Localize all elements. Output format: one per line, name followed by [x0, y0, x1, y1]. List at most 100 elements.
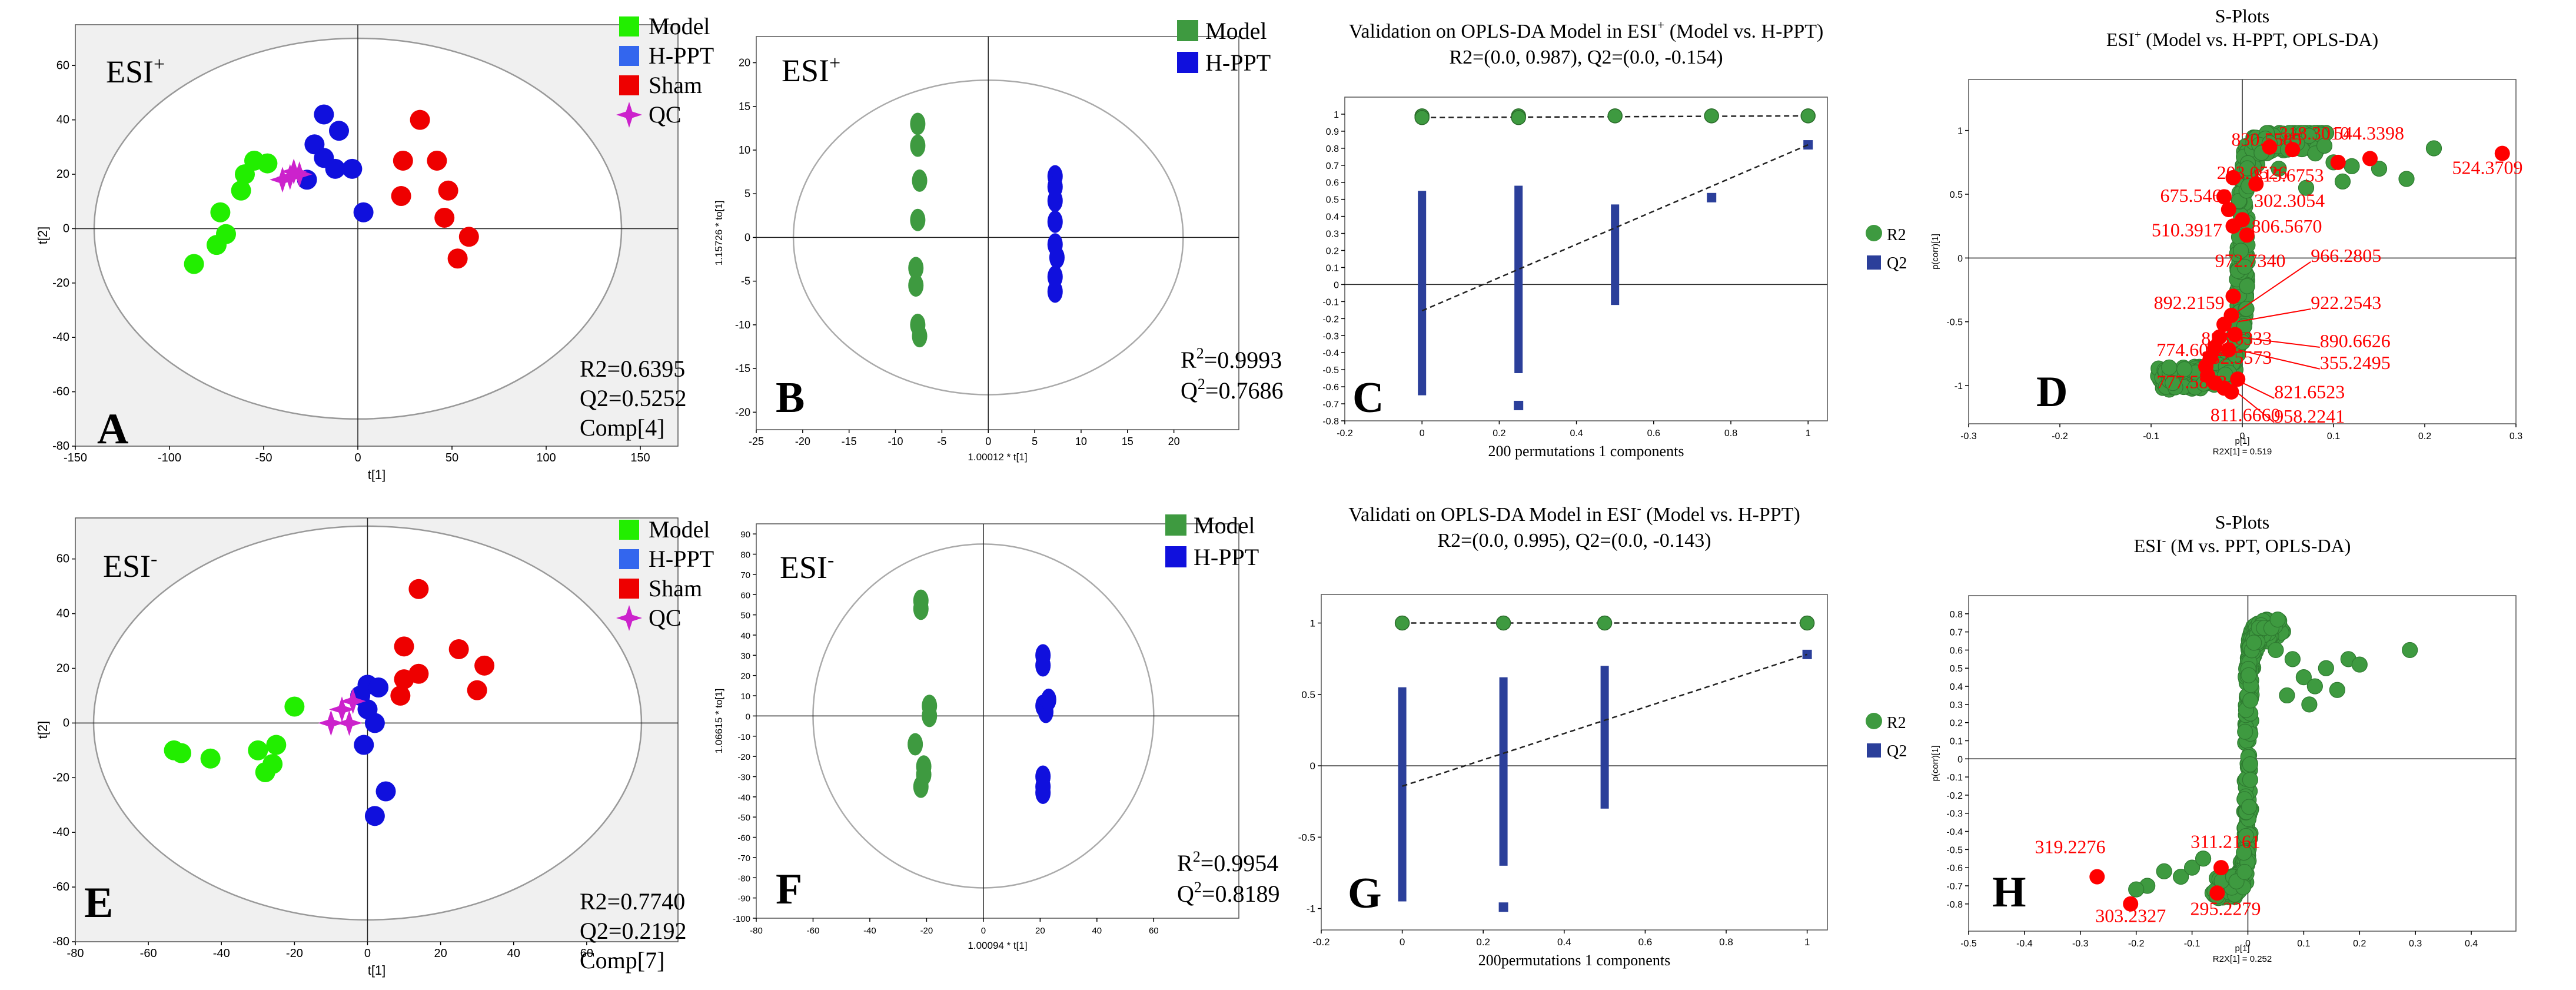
chart-subtitle-part: ESI: [2106, 29, 2135, 50]
significant-variable-point: [2216, 317, 2232, 332]
opls-plot-B: -25 -20 -15 -10 -5 0 5 10 15 20 -20 -15 -10 -5 0 5 10 15 2…: [713, 18, 1283, 463]
y-tick-label: 0.5: [1950, 664, 1963, 674]
y-axis-label: t[2]: [35, 227, 50, 245]
y-tick-label: -0.5: [1946, 845, 1963, 855]
significant-variable-point: [2362, 151, 2378, 167]
ionization-tag-sign: +: [829, 52, 840, 74]
variable-point: [2176, 361, 2193, 377]
x-tick-label: 100: [536, 451, 556, 464]
significant-variable-point: [2227, 327, 2243, 343]
legend-marker-r2: [1866, 225, 1882, 241]
variable-label: 815.6753: [2253, 164, 2324, 185]
x-tick-label: 10: [1075, 436, 1087, 447]
variable-point: [2237, 723, 2253, 740]
y-tick-label: 20: [56, 168, 69, 181]
qc-point: [277, 164, 303, 190]
variable-label: 302.3054: [2254, 190, 2325, 211]
statistic-exponent: 2: [1193, 848, 1201, 865]
x-tick-label: 0.4: [2465, 939, 2478, 949]
significant-variable-point: [2123, 896, 2139, 912]
statistic-value: =0.7686: [1205, 377, 1284, 404]
y-tick-label: -0.6: [1946, 863, 1963, 873]
sham-point: [408, 663, 429, 684]
x-tick-label: -0.2: [1337, 428, 1353, 438]
score-plot-E: -80 -60 -40 -20 0 20 40 60 -80 -60 -40 -20 0 20 40 60 t[…: [35, 516, 714, 978]
ionization-tag-sign: -: [151, 548, 157, 570]
ionization-tag: ESI+: [782, 52, 840, 88]
variable-label: 295.2279: [2191, 898, 2261, 919]
label-leader-line: [2238, 349, 2320, 370]
chart-title: Validati on OPLS-DA Model in ESI- (Model…: [1348, 501, 1800, 526]
significant-variable-point: [2262, 139, 2278, 155]
y-tick-label: -40: [52, 826, 69, 839]
x-tick-label: 0.2: [1493, 428, 1505, 438]
significant-variable-point: [2221, 202, 2236, 217]
x-tick-label: 0.2: [2353, 939, 2366, 949]
y-tick-label: 1: [1310, 618, 1315, 629]
y-tick-label: -0.5: [1298, 832, 1315, 843]
variable-point: [2269, 612, 2286, 628]
variable-point: [2241, 799, 2258, 815]
ionization-tag: ESI-: [103, 548, 157, 584]
h-ppt-point: [354, 735, 374, 755]
x-tick-label: 60: [580, 947, 593, 960]
h-ppt-point: [1047, 280, 1063, 303]
y-tick-label: 0.5: [1950, 190, 1963, 200]
x-axis-label: p[1]: [2235, 436, 2249, 446]
y-tick-label: -0.8: [1322, 417, 1339, 427]
statistic-exponent: 2: [1198, 376, 1205, 393]
model-statistic: Q2=0.7686: [1181, 376, 1283, 404]
y-tick-label: 15: [739, 101, 750, 112]
variable-label: 774.6042: [2156, 339, 2227, 360]
variable-label: 675.5469: [2160, 185, 2231, 206]
h-ppt-point: [1035, 781, 1051, 804]
model-point: [910, 112, 926, 135]
y-tick-label: -0.5: [1946, 318, 1963, 328]
chart-subtitle-part: -: [2162, 534, 2166, 547]
variable-point: [2329, 682, 2345, 698]
y-tick-label: 90: [740, 530, 750, 540]
y-tick-label: -15: [735, 363, 750, 374]
statistic-value: =0.8189: [1202, 881, 1280, 907]
variable-label: 806.5670: [2252, 215, 2322, 237]
r2-point: [1607, 108, 1623, 124]
sham-point: [427, 150, 447, 171]
x-tick-label: 0.1: [2297, 939, 2310, 949]
y-tick-label: -20: [52, 277, 69, 290]
q2-permutation-column: [1418, 191, 1427, 396]
q2-permutation-column: [1611, 204, 1620, 305]
x-tick-label: -80: [67, 947, 84, 960]
x-tick-label: -0.4: [2016, 939, 2033, 949]
sham-point: [394, 636, 414, 657]
x-axis-label: p[1]: [2235, 944, 2249, 954]
model-statistic: R2=0.9954: [1177, 848, 1278, 876]
y-tick-label: 1: [1334, 110, 1339, 120]
x-tick-label: 50: [446, 451, 458, 464]
x-tick-label: -20: [286, 947, 303, 960]
legend-label: Model: [1205, 18, 1267, 44]
significant-variable-point: [2239, 227, 2255, 243]
y-tick-label: 0.1: [1326, 263, 1339, 273]
r2-point: [1799, 615, 1815, 631]
statistic-value: =0.9954: [1201, 850, 1279, 876]
variable-point: [2271, 161, 2287, 177]
model-statistic: Q2=0.2192: [580, 918, 686, 944]
x-tick-label: 0.2: [2418, 431, 2431, 441]
variable-label: 972.7340: [2215, 250, 2286, 271]
panel-letter: G: [1348, 869, 1382, 918]
y-tick-label: -50: [737, 813, 750, 823]
sham-point: [474, 655, 495, 676]
h-ppt-point: [329, 121, 349, 141]
plot-area: [756, 36, 1239, 430]
x-tick-label: -20: [920, 926, 933, 936]
significant-variable-point: [2209, 885, 2225, 901]
x-tick-label: 0.4: [1557, 936, 1571, 948]
model-statistic: Q2=0.8189: [1177, 879, 1279, 907]
model-point: [248, 740, 268, 760]
model-statistic: R2=0.6395: [580, 356, 685, 382]
variable-point: [2238, 828, 2254, 844]
s-plot-H: -0.5 -0.4 -0.3 -0.2 -0.1 0 0.1 0.2 0.3 0.4-0.8-0.…: [1930, 511, 2517, 964]
x-tick-label: 0.8: [1719, 936, 1733, 948]
chart-title: S-Plots: [2215, 5, 2269, 26]
